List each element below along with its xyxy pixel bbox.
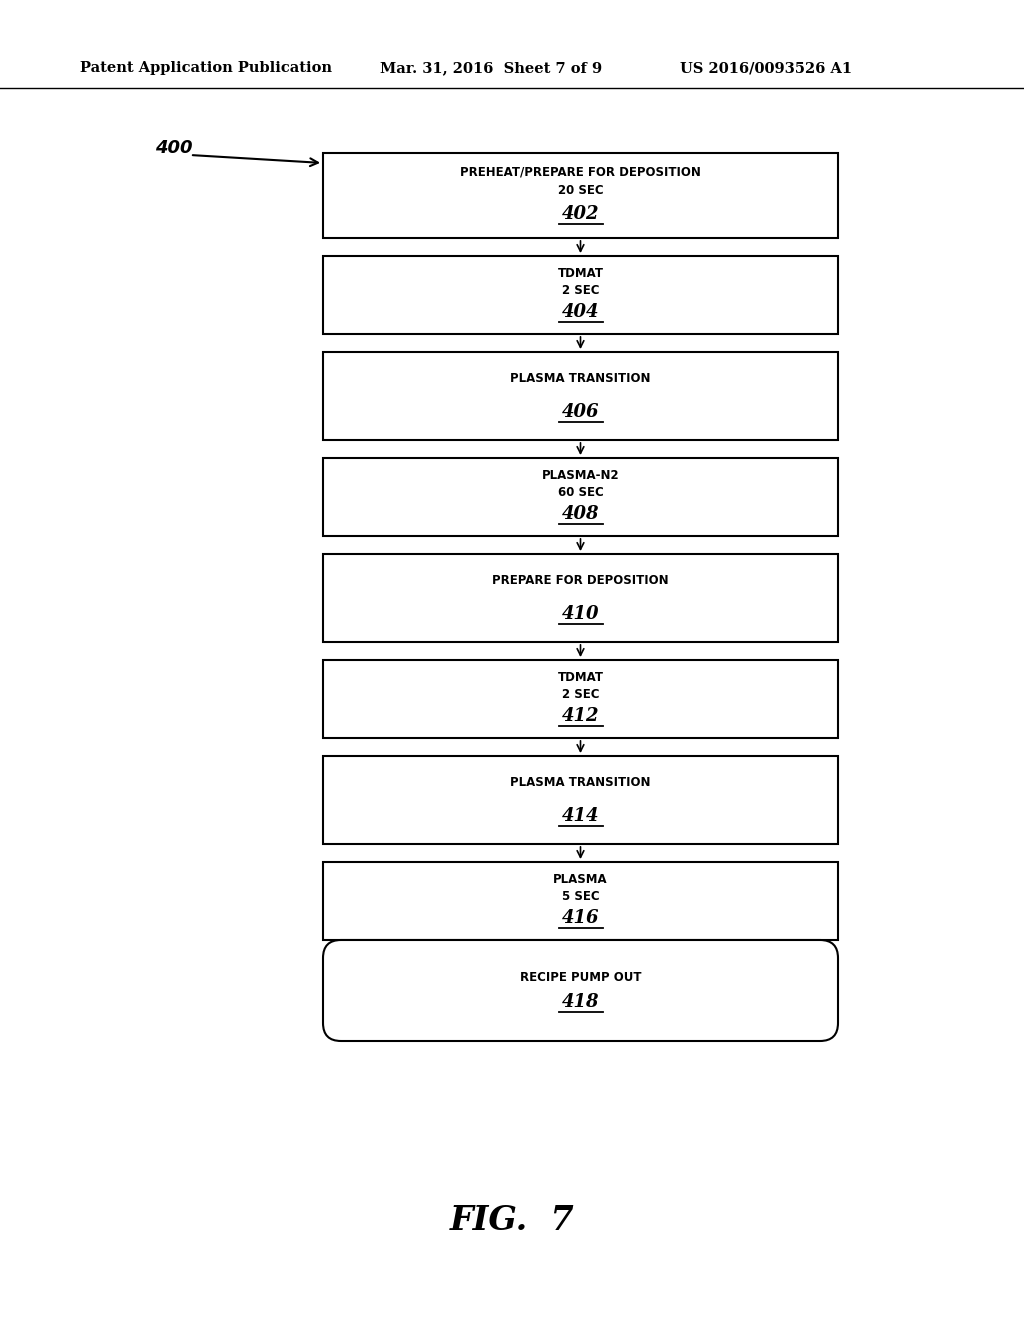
Text: Mar. 31, 2016  Sheet 7 of 9: Mar. 31, 2016 Sheet 7 of 9 [380,61,602,75]
FancyBboxPatch shape [323,660,838,738]
Text: 412: 412 [562,708,599,725]
Text: 410: 410 [562,605,599,623]
Text: 2 SEC: 2 SEC [562,688,599,701]
Text: FIG.  7: FIG. 7 [450,1204,574,1237]
Text: PLASMA TRANSITION: PLASMA TRANSITION [510,372,650,385]
Text: 400: 400 [155,139,193,157]
Text: 20 SEC: 20 SEC [558,183,603,197]
Text: PLASMA TRANSITION: PLASMA TRANSITION [510,776,650,789]
FancyBboxPatch shape [323,256,838,334]
Text: 406: 406 [562,403,599,421]
FancyBboxPatch shape [323,153,838,238]
Text: 416: 416 [562,909,599,927]
Text: 402: 402 [562,205,599,223]
FancyBboxPatch shape [323,554,838,642]
Text: TDMAT: TDMAT [557,671,603,684]
Text: PLASMA: PLASMA [553,873,608,886]
Text: TDMAT: TDMAT [557,267,603,280]
Text: 5 SEC: 5 SEC [562,890,599,903]
Text: 404: 404 [562,304,599,321]
FancyBboxPatch shape [323,756,838,843]
Text: PREHEAT/PREPARE FOR DEPOSITION: PREHEAT/PREPARE FOR DEPOSITION [460,165,701,178]
Text: PREPARE FOR DEPOSITION: PREPARE FOR DEPOSITION [493,574,669,587]
Text: 414: 414 [562,807,599,825]
Text: Patent Application Publication: Patent Application Publication [80,61,332,75]
Text: 60 SEC: 60 SEC [558,486,603,499]
FancyBboxPatch shape [323,352,838,440]
FancyBboxPatch shape [323,940,838,1041]
Text: 408: 408 [562,506,599,523]
Text: PLASMA-N2: PLASMA-N2 [542,469,620,482]
Text: US 2016/0093526 A1: US 2016/0093526 A1 [680,61,852,75]
Text: RECIPE PUMP OUT: RECIPE PUMP OUT [520,972,641,983]
FancyBboxPatch shape [323,862,838,940]
FancyBboxPatch shape [323,458,838,536]
Text: 418: 418 [562,993,599,1011]
Text: 2 SEC: 2 SEC [562,284,599,297]
